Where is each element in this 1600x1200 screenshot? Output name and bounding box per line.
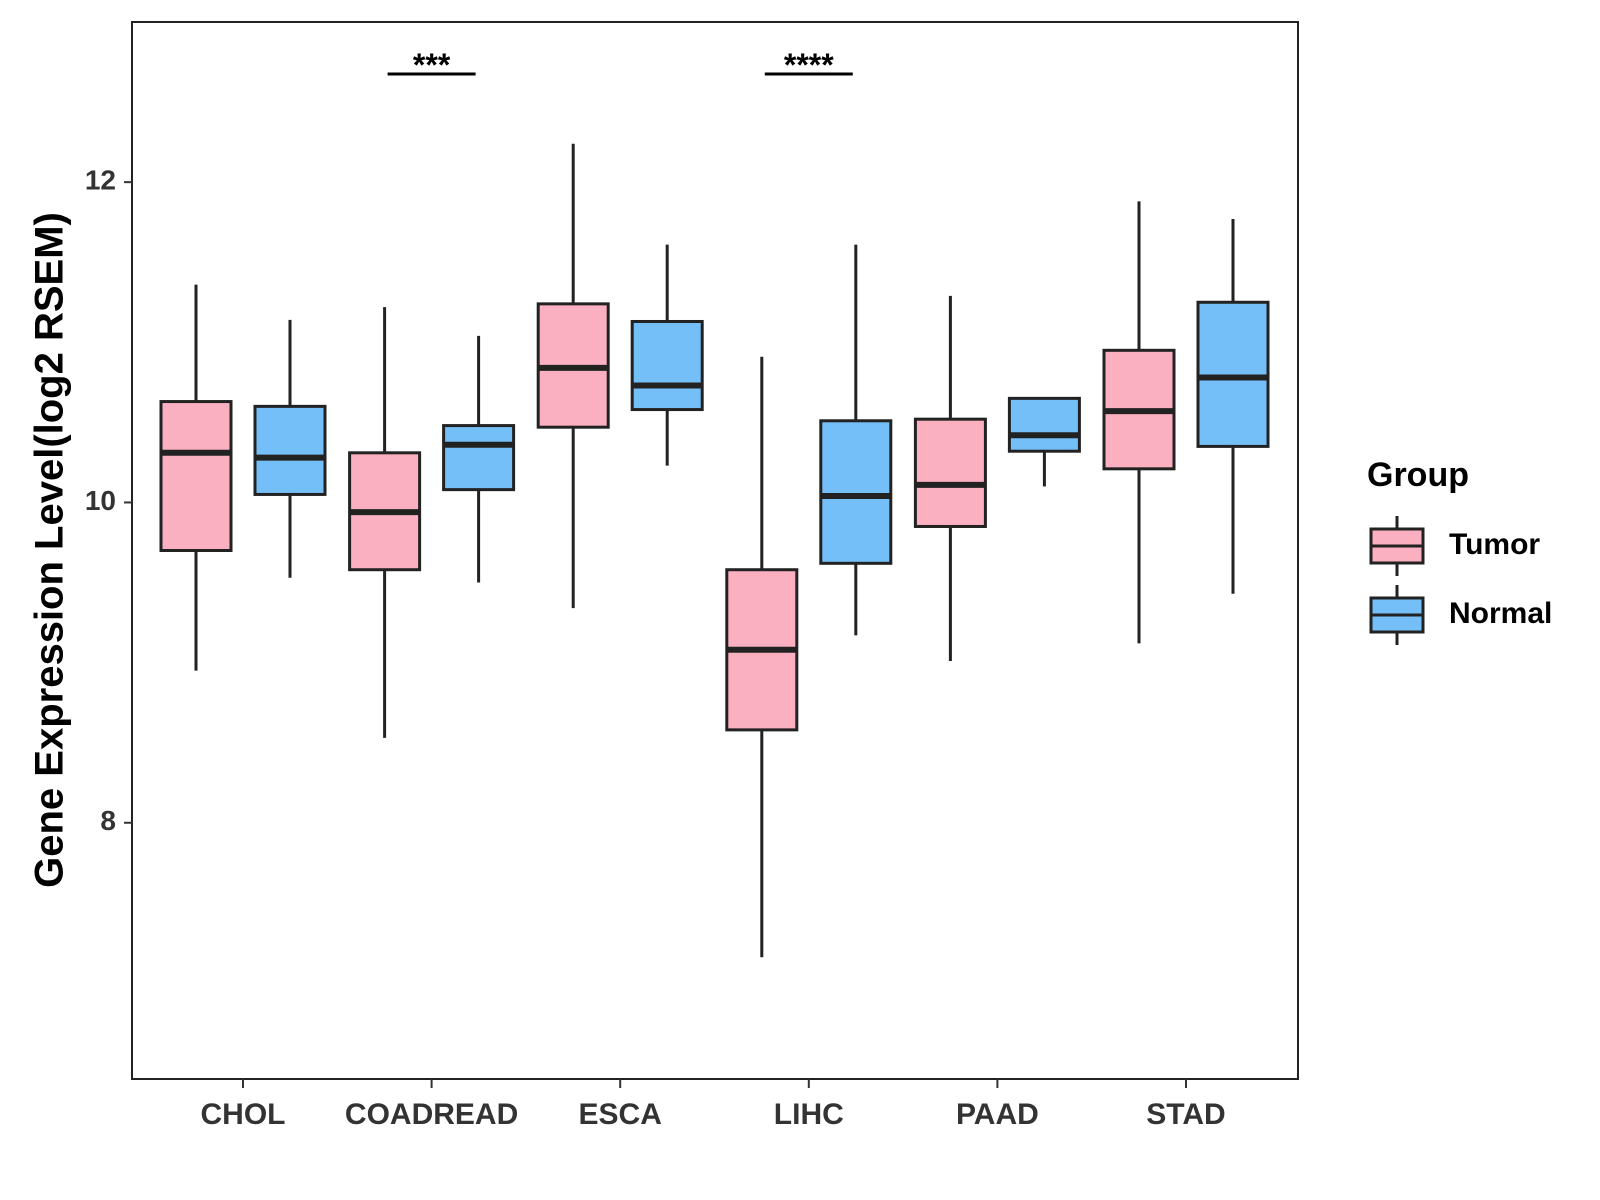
box-tumor-lihc	[725, 356, 799, 958]
y-axis: 8 10 12	[85, 165, 132, 836]
box-iqr	[1196, 300, 1270, 448]
box-tumor-paad	[913, 295, 987, 662]
box-normal-coadread	[442, 335, 516, 583]
boxes-layer	[159, 143, 1270, 958]
x-axis: CHOL COADREAD ESCA LIHC PAAD STAD	[201, 1079, 1226, 1131]
box-iqr	[253, 404, 327, 496]
legend-entry-tumor: Tumor	[1369, 516, 1540, 576]
box-iqr	[1007, 396, 1081, 453]
legend-title: Group	[1367, 456, 1469, 494]
box-iqr	[159, 400, 233, 552]
box-normal-esca	[630, 244, 704, 466]
box-normal-stad	[1196, 218, 1270, 594]
box-normal-lihc	[819, 244, 893, 636]
significance-label: ****	[784, 47, 834, 83]
x-tick-label: ESCA	[579, 1098, 662, 1131]
box-tumor-esca	[536, 143, 610, 609]
plot-panel	[131, 21, 1299, 1080]
box-iqr	[913, 417, 987, 528]
significance-annotations: *** ****	[387, 47, 853, 83]
legend-label: Normal	[1449, 597, 1552, 630]
box-normal-paad	[1007, 396, 1081, 487]
box-iqr	[630, 319, 704, 412]
box-iqr	[442, 424, 516, 492]
box-tumor-chol	[159, 284, 233, 671]
legend-label: Tumor	[1449, 528, 1540, 561]
legend-entry-normal: Normal	[1369, 585, 1552, 645]
y-tick-label: 12	[85, 165, 116, 196]
box-iqr	[819, 419, 893, 565]
x-tick-label: CHOL	[201, 1098, 286, 1131]
x-tick-label: LIHC	[774, 1098, 844, 1131]
y-tick-label: 10	[85, 485, 116, 516]
x-tick-label: PAAD	[956, 1098, 1039, 1131]
box-tumor-stad	[1102, 201, 1176, 644]
y-axis-title: Gene Expression Level(log2 RSEM)	[28, 212, 72, 888]
box-tumor-coadread	[348, 307, 422, 738]
legend: Group Tumor Normal	[1367, 456, 1552, 645]
box-normal-chol	[253, 319, 327, 578]
x-tick-label: COADREAD	[345, 1098, 518, 1131]
x-tick-label: STAD	[1146, 1098, 1225, 1131]
significance-label: ***	[413, 47, 451, 83]
y-tick-label: 8	[100, 805, 116, 836]
